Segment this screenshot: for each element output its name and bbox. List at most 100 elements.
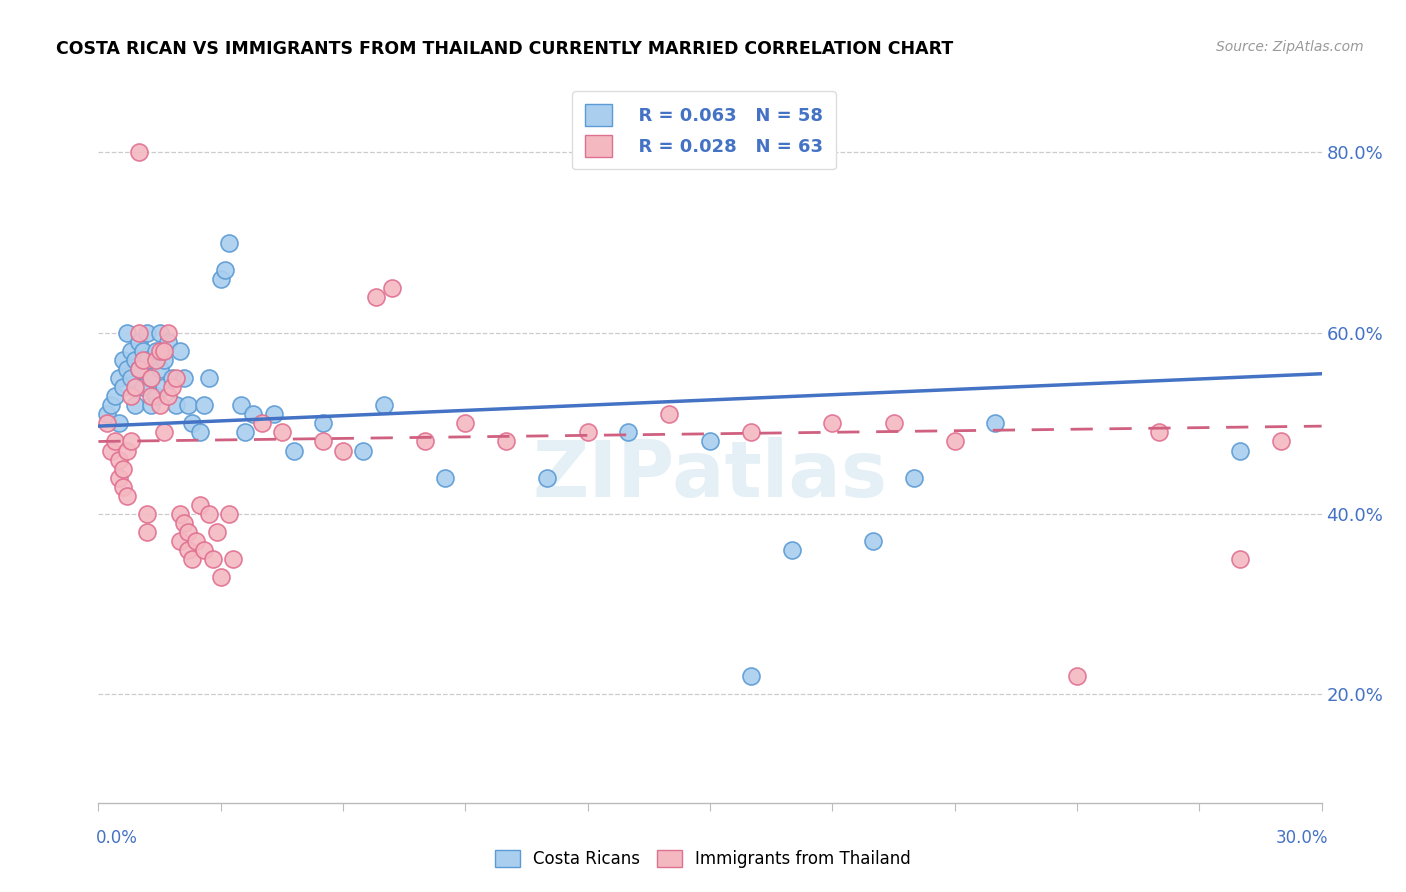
Point	[536, 470, 558, 484]
Point	[1229, 552, 1251, 566]
Point	[181, 417, 204, 431]
Point	[173, 371, 195, 385]
Point	[111, 380, 134, 394]
Point	[242, 408, 264, 422]
Point	[312, 434, 335, 449]
Point	[165, 398, 187, 412]
Point	[658, 408, 681, 422]
Point	[218, 507, 240, 521]
Point	[943, 434, 966, 449]
Point	[270, 425, 294, 440]
Point	[188, 498, 212, 512]
Point	[100, 443, 122, 458]
Point	[96, 417, 118, 431]
Point	[128, 335, 150, 350]
Point	[231, 398, 253, 412]
Point	[1147, 425, 1170, 440]
Point	[233, 425, 256, 440]
Point	[132, 380, 155, 394]
Point	[364, 290, 387, 304]
Point	[149, 326, 172, 340]
Point	[100, 398, 122, 412]
Point	[128, 145, 150, 160]
Point	[984, 417, 1007, 431]
Point	[108, 371, 131, 385]
Point	[381, 281, 404, 295]
Point	[312, 417, 335, 431]
Point	[141, 371, 163, 385]
Point	[120, 389, 142, 403]
Point	[132, 344, 155, 359]
Point	[352, 443, 374, 458]
Point	[434, 470, 457, 484]
Point	[209, 272, 232, 286]
Point	[132, 353, 155, 368]
Point	[160, 371, 183, 385]
Point	[173, 516, 195, 530]
Point	[495, 434, 517, 449]
Point	[136, 524, 159, 539]
Point	[332, 443, 354, 458]
Point	[149, 344, 172, 359]
Text: ZIPatlas: ZIPatlas	[533, 436, 887, 513]
Point	[205, 524, 228, 539]
Point	[169, 533, 191, 548]
Point	[152, 353, 174, 368]
Point	[197, 507, 219, 521]
Point	[152, 344, 174, 359]
Point	[104, 434, 127, 449]
Point	[181, 552, 204, 566]
Point	[156, 326, 179, 340]
Point	[141, 389, 163, 403]
Point	[111, 461, 134, 475]
Point	[193, 542, 215, 557]
Point	[160, 380, 183, 394]
Point	[283, 443, 305, 458]
Point	[136, 326, 159, 340]
Point	[111, 353, 134, 368]
Point	[141, 398, 163, 412]
Point	[120, 434, 142, 449]
Legend: Costa Ricans, Immigrants from Thailand: Costa Ricans, Immigrants from Thailand	[488, 843, 918, 875]
Point	[115, 362, 138, 376]
Point	[1066, 669, 1088, 683]
Point	[152, 425, 174, 440]
Point	[413, 434, 436, 449]
Point	[169, 344, 191, 359]
Point	[145, 344, 167, 359]
Text: COSTA RICAN VS IMMIGRANTS FROM THAILAND CURRENTLY MARRIED CORRELATION CHART: COSTA RICAN VS IMMIGRANTS FROM THAILAND …	[56, 40, 953, 58]
Point	[193, 398, 215, 412]
Point	[128, 362, 150, 376]
Point	[96, 408, 118, 422]
Point	[177, 542, 200, 557]
Point	[108, 452, 131, 467]
Point	[124, 398, 146, 412]
Point	[1229, 443, 1251, 458]
Point	[188, 425, 212, 440]
Point	[740, 669, 762, 683]
Point	[740, 425, 762, 440]
Point	[169, 507, 191, 521]
Point	[145, 353, 167, 368]
Point	[115, 443, 138, 458]
Point	[108, 417, 131, 431]
Point	[145, 389, 167, 403]
Point	[149, 362, 172, 376]
Point	[124, 353, 146, 368]
Point	[124, 380, 146, 394]
Point	[115, 489, 138, 503]
Point	[263, 408, 285, 422]
Point	[156, 335, 179, 350]
Point	[617, 425, 640, 440]
Point	[177, 524, 200, 539]
Point	[1270, 434, 1292, 449]
Point	[186, 533, 208, 548]
Point	[699, 434, 721, 449]
Text: 30.0%: 30.0%	[1277, 829, 1329, 847]
Point	[214, 263, 236, 277]
Point	[883, 417, 905, 431]
Point	[136, 353, 159, 368]
Point	[136, 507, 159, 521]
Text: 0.0%: 0.0%	[96, 829, 138, 847]
Point	[165, 371, 187, 385]
